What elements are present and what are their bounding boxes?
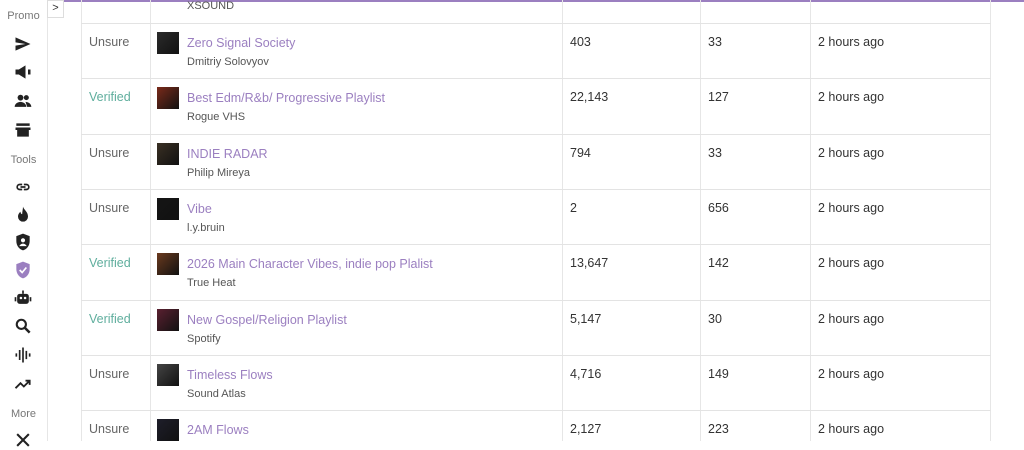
time: 2 hours ago <box>818 200 885 215</box>
row-border <box>81 78 991 80</box>
playlist-title[interactable]: 2026 Main Character Vibes, indie pop Pla… <box>187 257 433 272</box>
followers: 13,647 <box>570 256 609 271</box>
row-border <box>81 188 991 190</box>
row-border <box>81 244 991 246</box>
thumbnail[interactable] <box>157 32 179 54</box>
thumbnail[interactable] <box>157 87 179 110</box>
subtitle: Rogue VHS <box>187 111 246 124</box>
section-label: More <box>10 408 37 420</box>
section-label: Tools <box>10 154 37 166</box>
column-border <box>150 0 151 441</box>
row-border <box>81 23 991 24</box>
subtitle: True Heat <box>187 277 236 290</box>
sidebar: Promo Tools More <box>0 0 48 447</box>
count: 149 <box>708 366 729 381</box>
time: 2 hours ago <box>818 311 885 326</box>
followers: 794 <box>570 145 591 160</box>
status: Verified <box>89 256 131 271</box>
subtitle: Dmitriy Solovyov <box>187 56 269 68</box>
status: Unsure <box>89 35 130 49</box>
status: Verified <box>89 90 131 105</box>
shield-user-icon[interactable] <box>13 232 33 252</box>
status: Unsure <box>89 145 130 160</box>
top-bar <box>60 0 1024 2</box>
section-label: Promo <box>7 10 40 22</box>
time: 2 hours ago <box>818 256 885 271</box>
followers: 22,143 <box>570 90 609 105</box>
send-icon[interactable] <box>13 34 33 54</box>
thumbnail[interactable] <box>157 419 179 442</box>
followers: 2,127 <box>570 422 602 437</box>
time: 2 hours ago <box>818 422 885 437</box>
playlist-title[interactable]: Best Edm/R&b/ Progressive Playlist <box>187 91 385 106</box>
thumbnail[interactable] <box>157 142 179 165</box>
followers: 5,147 <box>570 311 602 326</box>
status: Verified <box>89 311 131 326</box>
count: 30 <box>708 311 722 326</box>
status: Unsure <box>89 422 130 437</box>
verified-icon[interactable] <box>13 260 33 280</box>
count: 127 <box>708 90 729 105</box>
subtitle: Sound Atlas <box>187 387 246 400</box>
status: Unsure <box>89 200 130 215</box>
thumbnail[interactable] <box>157 363 179 386</box>
time: 2 hours ago <box>818 145 885 160</box>
time: 2 hours ago <box>818 90 885 105</box>
count: 33 <box>708 35 722 49</box>
playlist-title[interactable]: 2AM Flows <box>187 423 249 438</box>
count: 656 <box>708 200 729 215</box>
row-border <box>81 410 991 412</box>
column-border <box>81 0 82 441</box>
status: Unsure <box>89 366 130 381</box>
subtitle: XSOUND <box>187 0 235 12</box>
row-border <box>81 354 991 356</box>
followers: 403 <box>570 35 591 49</box>
time: 2 hours ago <box>818 35 885 49</box>
robot-icon[interactable] <box>13 288 33 308</box>
playlist-title[interactable]: Vibe <box>187 201 212 216</box>
playlist-title[interactable]: Zero Signal Society <box>187 36 296 50</box>
subtitle: Philip Mireya <box>187 166 250 179</box>
subtitle: l.y.bruin <box>187 221 225 234</box>
playlist-title[interactable]: INDIE RADAR <box>187 146 268 161</box>
column-border <box>562 0 563 441</box>
thumbnail[interactable] <box>157 308 179 331</box>
row-border <box>81 299 991 301</box>
count: 33 <box>708 145 722 160</box>
column-border <box>810 0 811 441</box>
row-border <box>81 133 991 135</box>
thumbnail[interactable] <box>157 253 179 276</box>
time: 2 hours ago <box>818 366 885 381</box>
followers: 4,716 <box>570 366 602 381</box>
people-icon[interactable] <box>13 91 33 111</box>
count: 223 <box>708 422 729 437</box>
fire-icon[interactable] <box>13 205 33 225</box>
column-border <box>700 0 701 441</box>
playlist-title[interactable]: Timeless Flows <box>187 367 273 382</box>
count: 142 <box>708 256 729 271</box>
column-border <box>990 0 991 441</box>
waveform-icon[interactable] <box>13 345 33 365</box>
megaphone-icon[interactable] <box>13 62 33 82</box>
trending-icon[interactable] <box>13 374 33 394</box>
collapse-button[interactable]: > <box>47 0 64 18</box>
followers: 2 <box>570 200 577 215</box>
thumbnail[interactable] <box>157 197 179 220</box>
playlist-title[interactable]: New Gospel/Religion Playlist <box>187 312 347 327</box>
subtitle: Spotify <box>187 332 221 345</box>
link-icon[interactable] <box>13 177 33 197</box>
search-icon[interactable] <box>13 316 33 336</box>
store-icon[interactable] <box>13 120 33 140</box>
